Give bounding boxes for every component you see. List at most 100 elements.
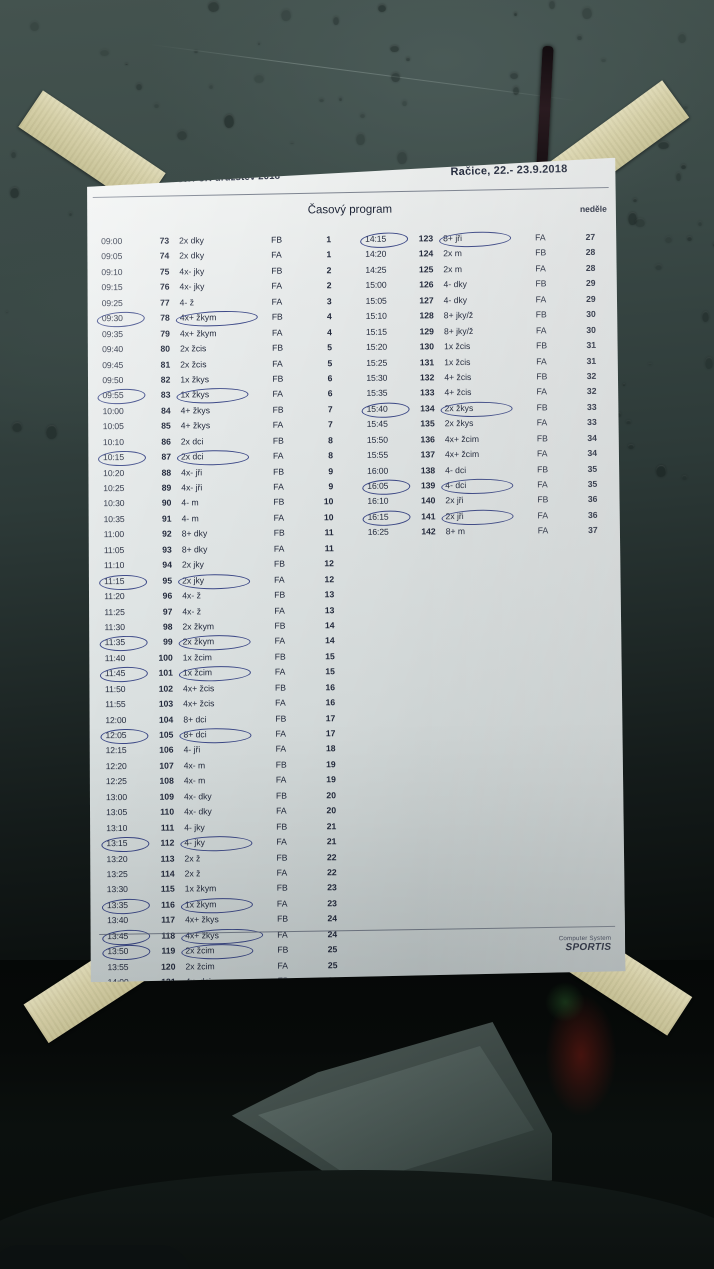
- water-droplet: [339, 97, 343, 101]
- row-time: 10:25: [103, 482, 125, 494]
- row-number: 126: [419, 279, 434, 290]
- row-event: 1x žkys: [180, 389, 210, 400]
- row-event: 2x dky: [179, 250, 205, 261]
- row-race: 16: [325, 697, 336, 708]
- row-time: 13:15: [106, 838, 128, 849]
- row-time: 09:35: [101, 328, 123, 339]
- water-droplet: [628, 443, 635, 450]
- row-session: FA: [271, 280, 283, 292]
- water-droplet: [622, 383, 625, 386]
- row-number: 106: [159, 745, 174, 756]
- row-session: FA: [274, 574, 285, 585]
- row-number: 142: [421, 526, 436, 537]
- water-droplet: [318, 98, 325, 103]
- row-number: 132: [419, 372, 435, 383]
- row-time: 15:50: [366, 434, 388, 445]
- dashboard-recess: [0, 1245, 190, 1269]
- row-race: 27: [585, 231, 596, 242]
- row-session: FB: [276, 852, 288, 863]
- water-droplet: [712, 240, 714, 248]
- row-time: 15:45: [366, 418, 388, 430]
- row-race: 5: [327, 342, 333, 353]
- row-event: 4- jři: [183, 744, 201, 755]
- row-event: 1x žcis: [444, 341, 471, 352]
- row-time: 16:05: [367, 480, 389, 491]
- row-number: 108: [159, 775, 174, 787]
- water-droplet: [686, 235, 693, 241]
- water-droplet: [377, 4, 387, 12]
- row-session: FA: [272, 419, 284, 430]
- row-session: FA: [274, 635, 286, 647]
- row-number: 127: [419, 295, 434, 306]
- water-droplet: [254, 74, 265, 83]
- row-race: 22: [326, 851, 337, 862]
- row-session: FA: [276, 898, 288, 909]
- row-number: 129: [419, 325, 434, 337]
- row-session: FB: [274, 651, 286, 662]
- row-race: 31: [586, 339, 597, 351]
- row-session: FB: [273, 497, 285, 508]
- row-event: 8+ dky: [181, 544, 208, 555]
- row-event: 1x žcim: [182, 652, 212, 663]
- row-time: 11:30: [104, 621, 125, 633]
- row-time: 09:55: [102, 390, 124, 401]
- water-droplet: [68, 211, 73, 217]
- row-race: 12: [324, 573, 335, 584]
- water-droplet: [402, 99, 407, 107]
- row-session: FB: [276, 821, 288, 832]
- row-number: 128: [419, 310, 434, 321]
- water-droplet: [577, 34, 582, 41]
- row-session: FA: [272, 358, 283, 369]
- row-session: FA: [536, 355, 547, 366]
- row-event: 1x žkym: [184, 899, 217, 910]
- water-droplet: [223, 114, 234, 129]
- row-race: 22: [327, 867, 337, 878]
- row-event: 4- dky: [443, 279, 467, 290]
- row-race: 33: [586, 401, 597, 412]
- row-number: 75: [159, 266, 170, 277]
- row-session: FB: [272, 342, 284, 353]
- row-race: 12: [324, 558, 334, 569]
- row-event: 4- dci: [445, 464, 467, 475]
- row-race: 17: [325, 728, 336, 739]
- row-session: FA: [537, 510, 549, 521]
- row-time: 10:15: [102, 452, 125, 463]
- row-number: 137: [420, 449, 436, 460]
- row-event: 8+ jři: [443, 233, 463, 244]
- row-event: 2x žkys: [444, 402, 474, 414]
- row-event: 1x žcis: [444, 356, 471, 367]
- row-time: 13:50: [107, 946, 129, 957]
- row-number: 94: [162, 559, 172, 570]
- row-time: 16:25: [367, 526, 389, 538]
- water-droplet: [582, 6, 592, 19]
- row-time: 15:05: [365, 295, 387, 306]
- row-session: FB: [271, 234, 283, 245]
- row-session: FB: [537, 494, 549, 505]
- row-number: 85: [161, 420, 171, 431]
- row-race: 5: [327, 357, 333, 368]
- row-event: 4x+ žcis: [182, 682, 215, 694]
- water-droplet: [30, 21, 40, 31]
- row-time: 10:05: [102, 421, 124, 432]
- row-number: 84: [160, 405, 171, 416]
- row-time: 13:20: [106, 853, 128, 864]
- row-event: 4x- m: [183, 760, 206, 771]
- row-race: 10: [323, 512, 334, 523]
- row-event: 4- dci: [445, 480, 467, 491]
- row-session: FB: [535, 278, 547, 289]
- row-race: 21: [326, 836, 337, 847]
- water-droplet: [648, 362, 652, 366]
- row-time: 15:15: [365, 326, 387, 337]
- row-event: 8+ dky: [181, 528, 208, 539]
- water-droplet: [46, 425, 57, 439]
- water-droplet: [513, 86, 520, 95]
- row-time: 12:25: [105, 776, 127, 787]
- row-race: 15: [325, 650, 335, 662]
- row-event: 2x dci: [180, 451, 204, 462]
- row-session: FB: [275, 713, 287, 724]
- row-time: 15:30: [366, 372, 388, 383]
- row-race: 4: [326, 311, 332, 322]
- green-object-glow: [545, 982, 585, 1022]
- schedule-row[interactable]: 16:25 142 8+ m FA 37: [362, 523, 612, 541]
- row-time: 13:55: [107, 961, 129, 972]
